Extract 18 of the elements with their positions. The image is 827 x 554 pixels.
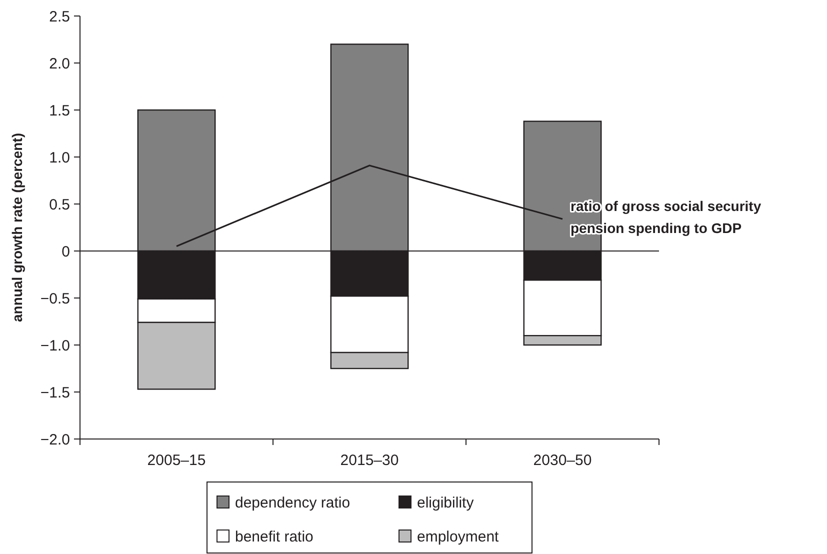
x-tick-label: 2005–15 [147,452,206,469]
y-tick-label: 2.0 [49,55,70,72]
y-tick-label: 1.0 [49,149,70,166]
y-tick-label: −1.0 [40,337,70,354]
legend-label: benefit ratio [235,528,314,546]
y-tick-label: −2.0 [40,431,70,448]
legend-label: employment [417,528,500,546]
y-tick-label: 2.5 [49,8,70,26]
y-tick-label: 0 [62,243,70,260]
x-tick-label: 2030–50 [533,452,592,469]
y-tick-label: 1.5 [49,102,70,120]
legend-label: eligibility [417,494,474,512]
legend-label: dependency ratio [235,494,350,512]
y-tick-label: −0.5 [40,290,70,308]
x-tick-label: 2015–30 [340,452,399,469]
y-tick-label: 0.5 [49,196,70,214]
y-axis-title: annual growth rate (percent) [9,132,25,322]
y-tick-label: −1.5 [40,384,70,402]
